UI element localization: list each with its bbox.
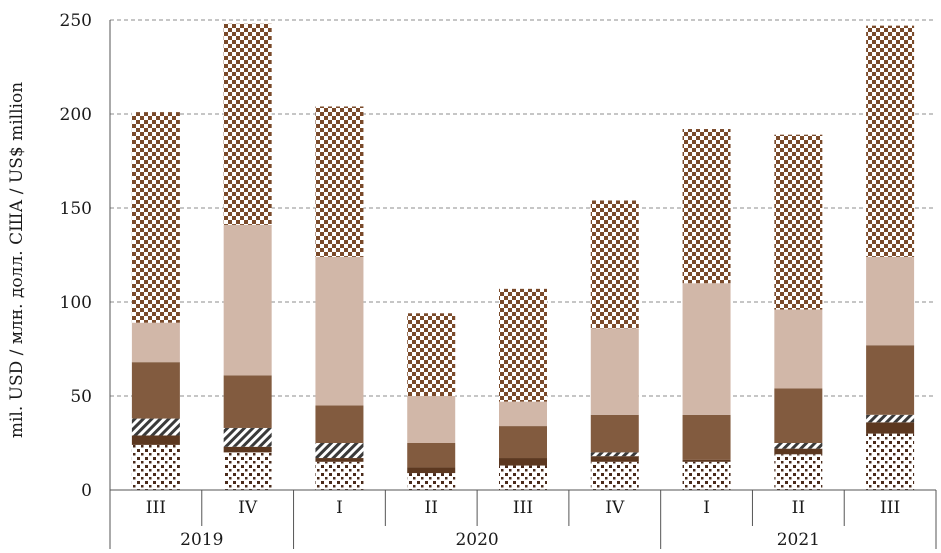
bar-segment (315, 458, 364, 462)
bar-segment (315, 405, 364, 443)
bar-segment (499, 465, 547, 490)
x-tick-label: III (880, 498, 900, 518)
bar-segment (590, 328, 639, 415)
bar-segment (866, 433, 915, 490)
bar-segment (131, 444, 180, 490)
bar-segment (866, 256, 915, 346)
bars (131, 23, 915, 490)
y-tick-label: 200 (60, 105, 92, 125)
bar-segment (499, 426, 547, 459)
x-tick-label: III (146, 498, 166, 518)
x-tick-label: I (336, 498, 343, 518)
bar-segment (223, 375, 272, 428)
y-tick-label: 250 (60, 11, 92, 31)
bar-segment (590, 456, 639, 462)
bar-segment (131, 435, 180, 445)
x-tick-label: I (703, 498, 710, 518)
bar-segment (682, 129, 731, 284)
bar-segment (131, 418, 180, 436)
bar-segment (407, 313, 456, 396)
x-tick-label: II (792, 498, 805, 518)
y-tick-label: 0 (81, 481, 92, 501)
bar-segment (131, 322, 180, 363)
bar-segment (774, 454, 823, 490)
bar-segment (315, 461, 364, 490)
bar-segment (590, 461, 639, 490)
bar-segment (407, 396, 456, 443)
bar-segment (223, 23, 272, 225)
bar-segment (499, 288, 547, 402)
bar-segment (315, 443, 364, 459)
bar-segment (499, 458, 547, 466)
bar-segment (866, 414, 915, 423)
y-tick-label: 150 (60, 199, 92, 219)
bar-segment (866, 25, 915, 257)
bar-segment (774, 388, 823, 443)
x-tick-label: IV (605, 498, 625, 518)
y-tick-label: 50 (70, 387, 92, 407)
x-tick-label: II (425, 498, 438, 518)
bar-segment (499, 401, 547, 427)
bar-segment (131, 362, 180, 419)
bar-segment (774, 134, 823, 310)
bar-segment (866, 345, 915, 415)
year-label: 2020 (455, 530, 498, 549)
y-axis-label: mil. USD / млн. долл. США / US$ million (7, 82, 27, 438)
bar-segment (131, 112, 180, 323)
year-label: 2021 (777, 530, 820, 549)
bar-segment (315, 106, 364, 257)
bar-segment (682, 461, 731, 490)
bar-segment (407, 443, 456, 468)
bar-segment (590, 452, 639, 457)
bar-segment (223, 452, 272, 490)
bar-segment (223, 224, 272, 376)
year-label: 2019 (180, 530, 223, 549)
bar-segment (866, 422, 915, 434)
bar-segment (682, 414, 731, 460)
bar-segment (223, 446, 272, 453)
bar-segment (407, 473, 456, 490)
bar-segment (315, 256, 364, 406)
x-tick-label: III (513, 498, 533, 518)
bar-segment (774, 443, 823, 449)
bar-segment (682, 283, 731, 415)
bar-segment (590, 200, 639, 329)
bar-segment (590, 414, 639, 453)
y-tick-label: 100 (60, 293, 92, 313)
bar-segment (774, 448, 823, 455)
bar-segment (774, 309, 823, 389)
bar-segment (223, 427, 272, 447)
bar-segment (682, 459, 731, 462)
bar-segment (407, 467, 456, 474)
x-tick-label: IV (238, 498, 258, 518)
